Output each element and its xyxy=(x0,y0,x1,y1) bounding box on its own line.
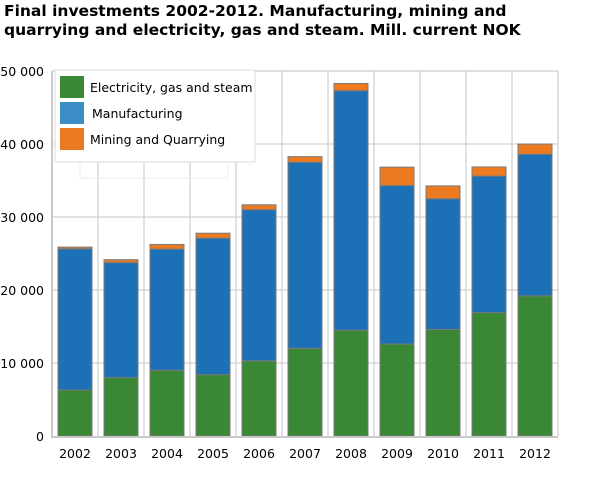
chart-title: Final investments 2002-2012. Manufacturi… xyxy=(4,2,521,39)
bar-segment-electricity-2011 xyxy=(471,312,507,437)
bar-segment-manufacturing-2006 xyxy=(241,209,277,362)
bar-segment-mining-2004 xyxy=(149,243,185,250)
y-tick-label: 50 000 xyxy=(0,64,44,79)
y-tick-label: 20 000 xyxy=(0,283,44,298)
bar-segment-electricity-2004 xyxy=(149,369,185,437)
bar-segment-electricity-2003 xyxy=(103,377,139,437)
bar-segment-manufacturing-2012 xyxy=(517,153,553,297)
legend-label: Mining and Quarrying xyxy=(90,132,225,147)
x-tick-label: 2011 xyxy=(473,446,505,461)
x-tick-label: 2012 xyxy=(519,446,551,461)
bar-segment-mining-2007 xyxy=(287,156,323,163)
legend-swatch xyxy=(60,128,84,150)
bar-segment-electricity-2002 xyxy=(57,389,93,437)
bar-segment-mining-2002 xyxy=(57,246,93,250)
x-tick-label: 2009 xyxy=(381,446,413,461)
bar-segment-electricity-2006 xyxy=(241,360,277,437)
bar-segment-mining-2003 xyxy=(103,259,139,264)
legend-swatch xyxy=(60,76,84,98)
x-tick-label: 2005 xyxy=(197,446,229,461)
bar-segment-manufacturing-2004 xyxy=(149,248,185,371)
legend-label: Electricity, gas and steam xyxy=(90,80,253,95)
legend-label: Manufacturing xyxy=(92,106,183,121)
x-tick-label: 2006 xyxy=(243,446,275,461)
bar-segment-manufacturing-2002 xyxy=(57,248,93,391)
bar-segment-manufacturing-2005 xyxy=(195,237,231,376)
bar-segment-electricity-2008 xyxy=(333,329,369,437)
legend-swatch xyxy=(60,102,84,124)
bar-segment-mining-2006 xyxy=(241,204,277,211)
x-tick-label: 2010 xyxy=(427,446,459,461)
bar-segment-manufacturing-2010 xyxy=(425,198,461,330)
bar-segment-manufacturing-2003 xyxy=(103,262,139,379)
bar-segment-mining-2008 xyxy=(333,82,369,92)
x-tick-label: 2003 xyxy=(105,446,137,461)
bar-segment-electricity-2012 xyxy=(517,295,553,437)
bar-segment-manufacturing-2007 xyxy=(287,161,323,349)
bar-segment-mining-2005 xyxy=(195,232,231,239)
x-tick-label: 2004 xyxy=(151,446,183,461)
legend-box xyxy=(54,69,256,163)
y-tick-label: 30 000 xyxy=(0,210,44,225)
y-tick-label: 0 xyxy=(36,429,44,444)
y-tick-label: 10 000 xyxy=(0,356,44,371)
bar-segment-mining-2009 xyxy=(379,166,415,187)
bar-segment-mining-2011 xyxy=(471,166,507,177)
x-tick-label: 2008 xyxy=(335,446,367,461)
bar-segment-electricity-2010 xyxy=(425,328,461,437)
bar-segment-manufacturing-2009 xyxy=(379,185,415,345)
bar-segment-manufacturing-2011 xyxy=(471,175,507,314)
bar-segment-mining-2012 xyxy=(517,143,553,155)
bar-segment-manufacturing-2008 xyxy=(333,90,369,331)
bar-segment-electricity-2007 xyxy=(287,347,323,437)
bar-segment-electricity-2009 xyxy=(379,343,415,437)
x-tick-label: 2002 xyxy=(59,446,91,461)
bar-segment-electricity-2005 xyxy=(195,374,231,437)
x-tick-label: 2007 xyxy=(289,446,321,461)
bar-segment-mining-2010 xyxy=(425,185,461,200)
y-tick-label: 40 000 xyxy=(0,137,44,152)
